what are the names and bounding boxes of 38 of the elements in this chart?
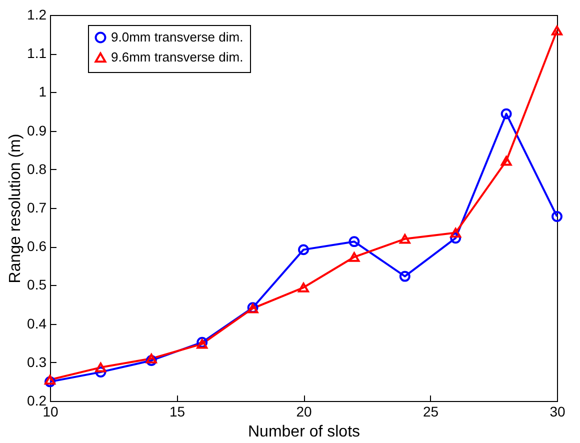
point [298, 244, 309, 256]
point [146, 355, 157, 366]
point [348, 252, 360, 262]
y-tick-label: 0.5 [27, 276, 47, 293]
legend-label: 9.0mm transverse dim. [111, 30, 244, 44]
y-tick-label: 0.4 [27, 315, 47, 332]
x-tick-label: 10 [42, 404, 58, 420]
y-tick-label: 0.8 [27, 160, 47, 177]
point [500, 108, 512, 120]
x-axis-title: Number of slots [248, 424, 360, 440]
point [552, 211, 562, 222]
point [146, 354, 157, 364]
point [348, 236, 360, 248]
point [450, 228, 462, 238]
y-tick-label: 0.9 [27, 122, 47, 138]
legend-label: 9.6mm transverse dim. [111, 50, 244, 64]
point [450, 232, 462, 244]
point [298, 282, 309, 292]
point [44, 374, 56, 385]
y-tick-label: 0.3 [27, 354, 47, 370]
point [500, 156, 512, 166]
y-tick-label: 0.7 [27, 200, 47, 216]
point [95, 366, 106, 378]
point [399, 234, 410, 244]
point [196, 339, 208, 349]
y-tick-label: 0.6 [27, 238, 47, 254]
x-tick-label: 25 [422, 404, 439, 420]
y-tick-label: 1.2 [27, 6, 47, 22]
point [44, 376, 56, 388]
y-tick-label: 1 [38, 84, 47, 100]
y-axis-title: Range resolution (m) [7, 134, 24, 284]
x-tick-label: 30 [550, 404, 566, 420]
point [95, 362, 106, 372]
y-tick-label: 1.1 [27, 45, 47, 62]
point [552, 26, 562, 36]
point [399, 270, 410, 282]
x-tick-label: 20 [296, 404, 312, 420]
x-tick-label: 15 [169, 404, 186, 420]
